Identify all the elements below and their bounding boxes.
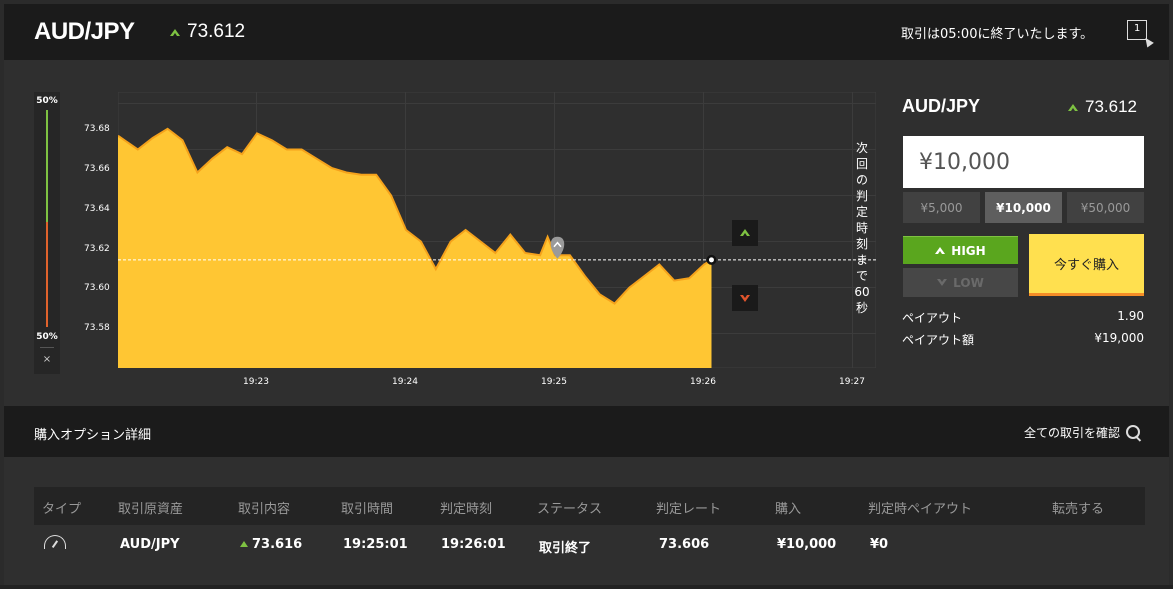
exit-icon[interactable]: 1 (1127, 20, 1147, 40)
row-trade-time: 19:25:01 (343, 537, 408, 552)
countdown-char: 次 (855, 141, 868, 155)
column-header: 転売する (1052, 502, 1105, 517)
y-tick-label: 73.60 (84, 283, 110, 293)
countdown-seconds: 60 (854, 285, 870, 299)
row-judge-time: 19:26:01 (441, 537, 506, 552)
row-status: 取引終了 (539, 541, 592, 556)
up-arrow-icon (170, 28, 180, 36)
row-purchase: ¥10,000 (777, 537, 837, 552)
section-title: 購入オプション詳細 (34, 428, 152, 443)
low-button[interactable]: LOW (903, 268, 1018, 297)
row-content: 73.616 (240, 537, 302, 552)
amount-10000-button[interactable]: ¥10,000 (985, 192, 1062, 223)
price-line (118, 127, 713, 305)
column-header: 取引内容 (238, 502, 291, 517)
payout-label: ペイアウト (902, 311, 963, 325)
trades-table: タイプ 取引原資産 取引内容 取引時間 判定時刻 ステータス 判定レート 購入 … (4, 457, 1169, 585)
panel-rate: 73.612 (1068, 97, 1137, 117)
close-icon[interactable]: × (42, 354, 52, 365)
purchase-details-bar: 購入オプション詳細 全ての取引を確認 (4, 406, 1169, 457)
next-judgement-countdown: 次 回 の 判 定 時 刻 ま で 60 秒 (852, 140, 872, 316)
column-header: 購入 (775, 502, 802, 517)
countdown-char: 時 (855, 221, 868, 235)
search-icon (1126, 424, 1142, 441)
x-tick-label: 19:26 (690, 377, 716, 387)
amount-5000-button[interactable]: ¥5,000 (903, 192, 980, 223)
y-tick-label: 73.58 (84, 323, 110, 333)
entry-pin (550, 236, 565, 259)
bottom-edge (0, 585, 1173, 589)
closing-notice: 取引は05:00に終了いたします。 (901, 27, 1094, 42)
column-header: 取引時間 (341, 502, 394, 517)
speedometer-icon (44, 535, 66, 549)
payout-amount-value: ¥19,000 (1094, 331, 1144, 345)
x-tick-label: 19:27 (839, 377, 865, 387)
x-tick-label: 19:23 (243, 377, 269, 387)
amount-input[interactable] (903, 136, 1144, 188)
gauge-low-pct: 50% (36, 332, 58, 342)
sentiment-gauge: 50% 50% × (34, 92, 60, 374)
y-tick-label: 73.68 (84, 124, 110, 134)
price-chart[interactable] (118, 92, 876, 368)
countdown-char: 秒 (855, 301, 868, 315)
gauge-high-bar (46, 110, 48, 222)
y-tick-label: 73.62 (84, 244, 110, 254)
column-header: 判定時刻 (440, 502, 493, 517)
row-asset: AUD/JPY (120, 537, 180, 552)
low-label: LOW (953, 275, 984, 290)
current-rate-dot (708, 257, 714, 263)
gauge-high-pct: 50% (36, 96, 58, 106)
low-marker[interactable] (732, 285, 758, 311)
column-header: ステータス (537, 502, 603, 517)
up-arrow-icon (1068, 103, 1078, 111)
entry-pin-arrow (553, 241, 562, 248)
gauge-divider (40, 347, 54, 348)
column-header: 判定時ペイアウト (868, 502, 973, 517)
countdown-char: ま (855, 253, 868, 267)
x-tick-label: 19:24 (392, 377, 418, 387)
up-arrow-icon (740, 229, 750, 236)
high-label: HIGH (951, 243, 986, 258)
row-payout: ¥0 (870, 537, 889, 552)
countdown-char: 回 (855, 157, 868, 171)
payout-value: 1.90 (1117, 309, 1144, 323)
down-arrow-icon (740, 295, 750, 302)
row-judge-rate: 73.606 (659, 537, 710, 552)
gauge-low-bar (46, 222, 48, 327)
column-header: タイプ (42, 502, 82, 517)
pair-title: AUD/JPY (34, 18, 135, 45)
down-arrow-icon (937, 279, 948, 286)
current-rate-value: 73.612 (187, 21, 246, 42)
view-all-trades-link[interactable]: 全ての取引を確認 (1024, 424, 1142, 441)
y-tick-label: 73.64 (84, 204, 110, 214)
up-arrow-icon (935, 247, 946, 254)
column-header: 取引原資産 (118, 502, 184, 517)
countdown-char: 判 (855, 189, 868, 203)
price-area (118, 128, 712, 368)
view-all-trades-label: 全ての取引を確認 (1024, 426, 1121, 440)
row-content-value: 73.616 (252, 537, 303, 552)
current-rate: 73.612 (170, 21, 245, 43)
buy-now-button[interactable]: 今すぐ購入 (1029, 234, 1144, 296)
countdown-char: 定 (855, 205, 868, 219)
high-button[interactable]: HIGH (903, 236, 1018, 264)
payout-amount-label: ペイアウト額 (902, 333, 975, 347)
chart-section: 50% 50% × 73.68 73.66 73.64 73.62 73.60 … (4, 60, 1169, 406)
panel-pair-title: AUD/JPY (902, 96, 981, 116)
x-tick-label: 19:25 (541, 377, 567, 387)
column-header: 判定レート (656, 502, 722, 517)
table-header: タイプ 取引原資産 取引内容 取引時間 判定時刻 ステータス 判定レート 購入 … (34, 487, 1145, 525)
y-tick-label: 73.66 (84, 164, 110, 174)
countdown-char: で (855, 269, 868, 283)
amount-50000-button[interactable]: ¥50,000 (1067, 192, 1144, 223)
panel-rate-value: 73.612 (1085, 97, 1137, 116)
countdown-char: 刻 (855, 237, 868, 251)
high-marker[interactable] (732, 220, 758, 246)
up-arrow-icon (240, 541, 248, 547)
top-bar: AUD/JPY 73.612 取引は05:00に終了いたします。 1 (4, 4, 1169, 60)
countdown-char: の (855, 173, 868, 187)
